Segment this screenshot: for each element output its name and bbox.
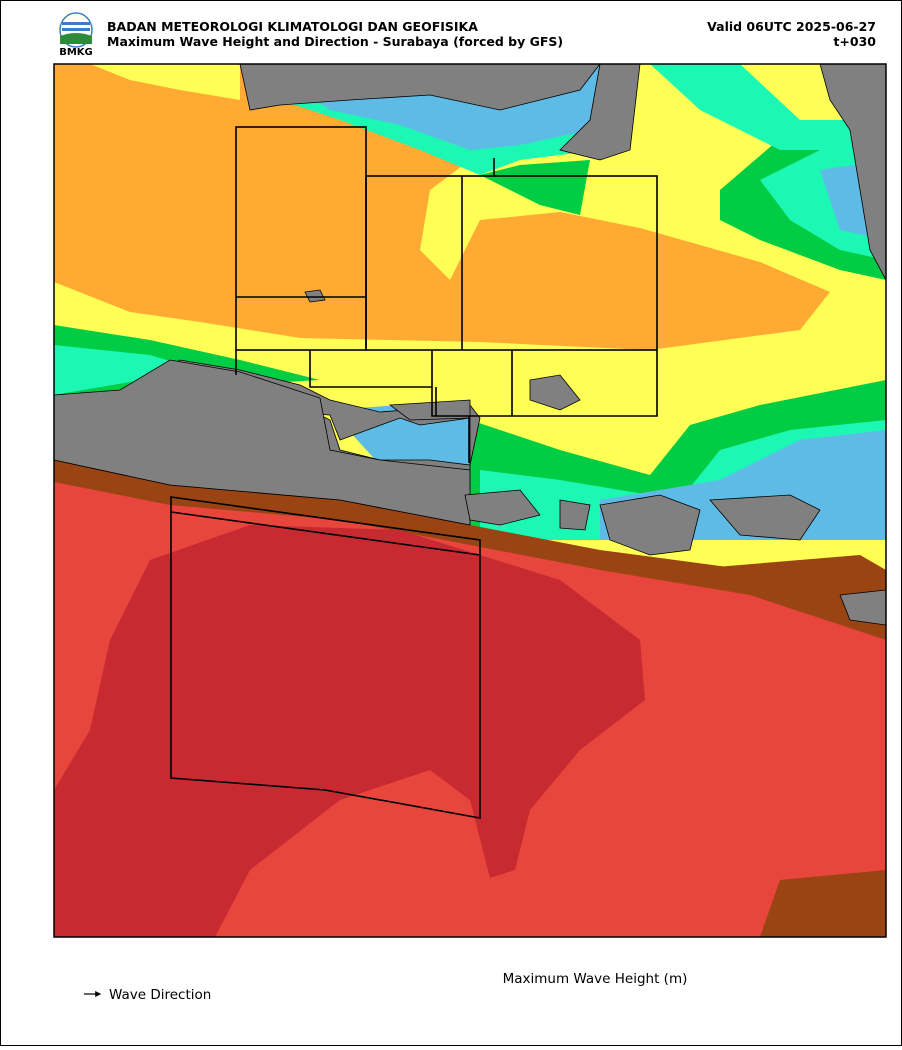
sea-cyan (650, 64, 886, 150)
sea-brown (760, 870, 886, 937)
sea-darkred (54, 525, 645, 937)
sea-yellow (54, 64, 240, 100)
forecast-zones (170, 126, 658, 819)
map (54, 64, 886, 937)
legend-label: Wave Direction (109, 987, 211, 1003)
sea-cyan (54, 345, 200, 395)
lead-time: t+030 (833, 34, 876, 49)
logo-text: BMKG (59, 47, 93, 58)
sea-orange (54, 64, 830, 350)
land (54, 64, 886, 626)
sea-brown (680, 555, 886, 610)
subtitle: Maximum Wave Height and Direction - Sura… (107, 34, 563, 49)
sea-green (480, 160, 590, 215)
logo: BMKG (59, 12, 93, 58)
valid-time: Valid 06UTC 2025-06-27 (707, 19, 876, 34)
agency: BADAN METEOROLOGI KLIMATOLOGI DAN GEOFIS… (107, 19, 478, 34)
map-frame (53, 63, 887, 938)
sea-brown (54, 460, 886, 640)
colorbar-title: Maximum Wave Height (m) (503, 971, 688, 987)
